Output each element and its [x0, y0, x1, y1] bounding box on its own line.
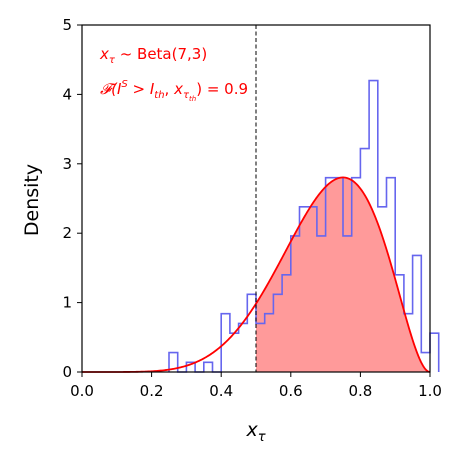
x-axis-label: xτ [245, 419, 265, 445]
x-tick-label: 0.0 [70, 382, 94, 400]
y-tick-label: 1 [62, 294, 72, 312]
axes-ticks: 0.0 0.2 0.4 0.6 0.8 1.0 0 1 2 3 4 5 [62, 16, 441, 400]
x-tick-label: 0.6 [279, 382, 303, 400]
x-tick-label: 0.8 [348, 382, 372, 400]
y-tick-label: 4 [62, 85, 72, 103]
y-tick-label: 2 [62, 224, 72, 242]
x-tick-label: 0.4 [209, 382, 233, 400]
annotation-distribution: xτ ~ Beta(7,3) [99, 45, 207, 66]
y-tick-label: 3 [62, 155, 72, 173]
plot-frame [81, 24, 431, 373]
x-tick-label: 1.0 [418, 382, 442, 400]
annotation-probability: 𝓕(IS > Ith, xτth) = 0.9 [100, 79, 248, 103]
histogram-steps [168, 79, 440, 373]
plot-area [82, 25, 440, 373]
y-tick-label: 5 [62, 16, 72, 34]
x-tick-label: 0.2 [140, 382, 164, 400]
y-axis-label: Density [21, 164, 43, 236]
y-tick-label: 0 [62, 363, 72, 381]
